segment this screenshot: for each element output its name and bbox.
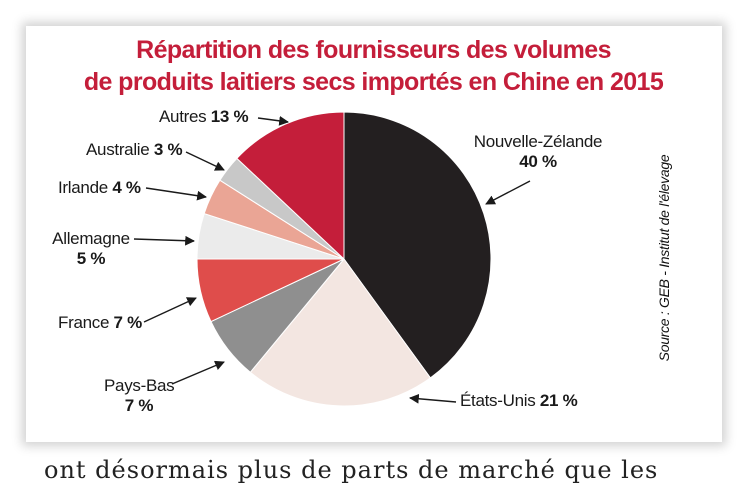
leader-france xyxy=(143,297,197,323)
pie-slice-etats-unis xyxy=(249,258,432,407)
chart-source: Source : GEB - Institut de l'élevage xyxy=(656,154,672,362)
leader-australie xyxy=(185,151,225,171)
label-pays-bas: Pays-Bas 7 % xyxy=(104,376,175,416)
label-australie-value: 3 % xyxy=(153,140,183,159)
label-irlande: Irlande 4 % xyxy=(58,178,141,198)
label-australie: Australie 3 % xyxy=(86,140,183,160)
label-allemagne: Allemagne 5 % xyxy=(50,229,132,269)
label-irlande-value: 4 % xyxy=(112,178,141,197)
label-etats-unis: États-Unis 21 % xyxy=(460,391,578,411)
label-france: France 7 % xyxy=(58,313,142,333)
article-text-line: ont désormais plus de parts de marché qu… xyxy=(44,456,659,484)
leader-pays-bas xyxy=(171,360,225,385)
pie-slice-nouvelle-zelande xyxy=(343,111,492,379)
label-australie-name: Australie xyxy=(86,140,150,159)
label-etats-unis-name: États-Unis xyxy=(460,391,536,410)
label-allemagne-name: Allemagne xyxy=(52,229,130,248)
label-france-value: 7 % xyxy=(113,313,143,332)
leader-irlande xyxy=(145,187,207,201)
label-nouvelle-zelande-name: Nouvelle-Zélande xyxy=(473,132,603,151)
leader-etats-unis xyxy=(409,393,457,404)
chart-title-line-2: de produits laitiers secs importés en Ch… xyxy=(83,68,664,96)
label-nouvelle-zelande: Nouvelle-Zélande 40 % xyxy=(468,132,608,172)
label-etats-unis-value: 21 % xyxy=(539,391,578,410)
leader-autres xyxy=(257,115,289,126)
label-irlande-name: Irlande xyxy=(58,178,108,197)
leader-nouvelle-zelande xyxy=(485,180,531,205)
leader-allemagne xyxy=(133,235,195,246)
label-autres-name: Autres xyxy=(159,107,207,126)
label-autres: Autres 13 % xyxy=(159,107,249,127)
chart-title-line-1: Répartition des fournisseurs des volumes xyxy=(136,36,611,64)
label-france-name: France xyxy=(58,313,110,332)
label-allemagne-value: 5 % xyxy=(76,249,106,268)
label-pays-bas-name: Pays-Bas xyxy=(104,376,175,395)
label-pays-bas-value: 7 % xyxy=(124,396,154,415)
label-nouvelle-zelande-value: 40 % xyxy=(519,152,557,171)
label-autres-value: 13 % xyxy=(210,107,249,126)
